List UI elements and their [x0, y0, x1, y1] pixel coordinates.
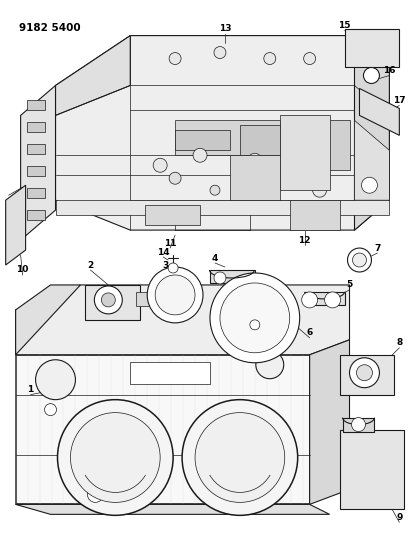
Text: 9: 9	[396, 513, 402, 522]
Circle shape	[353, 253, 367, 267]
Circle shape	[349, 358, 379, 387]
Polygon shape	[145, 205, 200, 225]
Circle shape	[248, 154, 262, 167]
Polygon shape	[16, 285, 81, 355]
Text: 17: 17	[393, 96, 406, 105]
Circle shape	[220, 283, 290, 353]
Circle shape	[58, 400, 173, 515]
Circle shape	[214, 272, 226, 284]
Circle shape	[293, 168, 307, 182]
Circle shape	[153, 158, 167, 172]
Polygon shape	[339, 430, 404, 510]
Polygon shape	[355, 120, 389, 200]
Polygon shape	[309, 340, 349, 504]
Circle shape	[264, 53, 276, 64]
Circle shape	[36, 360, 76, 400]
Circle shape	[363, 68, 379, 84]
Circle shape	[195, 413, 285, 503]
Text: 15: 15	[338, 21, 351, 30]
Circle shape	[210, 273, 300, 363]
Circle shape	[210, 185, 220, 195]
Bar	[27, 166, 44, 176]
Text: 14: 14	[157, 247, 169, 256]
Circle shape	[292, 132, 308, 148]
Circle shape	[325, 292, 341, 308]
Circle shape	[70, 413, 160, 503]
Bar	[27, 188, 44, 198]
Polygon shape	[240, 125, 280, 155]
Polygon shape	[55, 200, 389, 215]
Circle shape	[102, 293, 115, 307]
Circle shape	[351, 417, 365, 432]
Bar	[27, 210, 44, 220]
Polygon shape	[355, 36, 389, 230]
Polygon shape	[309, 120, 349, 170]
Bar	[27, 123, 44, 132]
Text: 7: 7	[374, 244, 381, 253]
Polygon shape	[16, 504, 330, 514]
Polygon shape	[175, 120, 280, 155]
Text: 1: 1	[28, 385, 34, 394]
Circle shape	[302, 292, 318, 308]
Circle shape	[182, 400, 298, 515]
Circle shape	[169, 53, 181, 64]
Polygon shape	[290, 200, 339, 230]
Circle shape	[304, 53, 316, 64]
Text: 2: 2	[87, 261, 94, 270]
Text: 6: 6	[307, 328, 313, 337]
Polygon shape	[55, 36, 130, 116]
Circle shape	[361, 177, 377, 193]
Bar	[136, 292, 151, 306]
Circle shape	[263, 183, 277, 197]
Circle shape	[147, 267, 203, 323]
Text: 4: 4	[212, 254, 218, 263]
Bar	[27, 144, 44, 154]
Polygon shape	[175, 131, 230, 150]
Text: 10: 10	[16, 265, 29, 274]
Circle shape	[95, 286, 122, 314]
Polygon shape	[6, 185, 25, 265]
Text: 8: 8	[396, 338, 402, 348]
Polygon shape	[210, 270, 255, 283]
Circle shape	[168, 263, 178, 273]
Text: 12: 12	[298, 236, 311, 245]
Circle shape	[356, 365, 372, 381]
Polygon shape	[55, 36, 389, 230]
Bar	[130, 362, 210, 384]
Text: 11: 11	[164, 239, 176, 247]
Text: 5: 5	[346, 280, 353, 289]
Polygon shape	[342, 417, 374, 432]
Polygon shape	[339, 355, 395, 394]
Bar	[344, 29, 399, 67]
Circle shape	[88, 487, 103, 503]
Polygon shape	[280, 116, 330, 190]
Polygon shape	[85, 285, 140, 320]
Text: 9182 5400: 9182 5400	[18, 22, 80, 33]
Circle shape	[214, 46, 226, 59]
Circle shape	[313, 183, 327, 197]
Circle shape	[256, 351, 284, 379]
Polygon shape	[305, 292, 344, 305]
Polygon shape	[16, 355, 309, 504]
Polygon shape	[230, 155, 280, 200]
Polygon shape	[360, 88, 399, 135]
Bar	[27, 100, 44, 110]
Polygon shape	[21, 85, 55, 240]
Circle shape	[169, 172, 181, 184]
Text: 16: 16	[383, 66, 396, 75]
Text: 3: 3	[162, 261, 168, 270]
Polygon shape	[130, 36, 389, 116]
Text: 13: 13	[219, 24, 231, 33]
Circle shape	[250, 320, 260, 330]
Circle shape	[193, 148, 207, 162]
Circle shape	[348, 248, 372, 272]
Circle shape	[155, 275, 195, 315]
Circle shape	[44, 403, 56, 416]
Polygon shape	[16, 285, 349, 355]
